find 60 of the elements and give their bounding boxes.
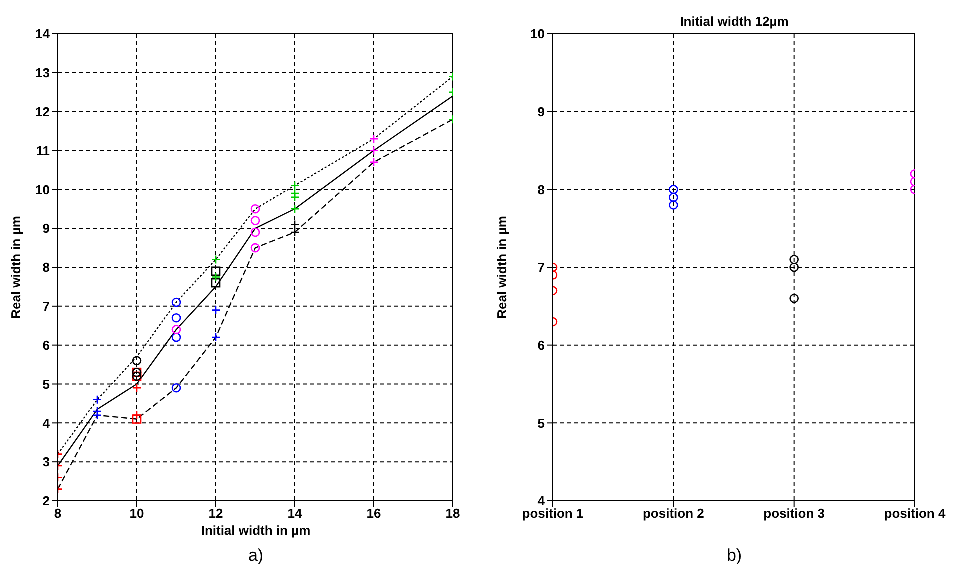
point (369, 146, 379, 156)
y-axis-title: Real width in µm (494, 216, 510, 319)
x-axis-title: Initial width in µm (200, 523, 312, 538)
y-tick-label: 13 (36, 66, 50, 81)
y-tick-label: 11 (36, 143, 50, 158)
y-tick-label: 4 (538, 494, 546, 509)
x-tick-label: 8 (54, 506, 62, 522)
x-tick-label: 18 (446, 506, 460, 522)
y-tick-label: 14 (36, 26, 51, 42)
point (172, 383, 182, 393)
point (132, 356, 142, 366)
point (250, 228, 260, 238)
point (172, 313, 182, 323)
point (211, 278, 221, 288)
y-tick-label: 10 (36, 182, 50, 198)
point (172, 325, 182, 334)
point (369, 158, 379, 168)
y-tick-label: 5 (538, 416, 545, 431)
point (250, 204, 260, 214)
y-tick-label: 5 (42, 376, 50, 392)
point (92, 395, 102, 404)
point (172, 298, 182, 308)
point (132, 414, 142, 424)
point (290, 192, 300, 202)
y-tick-label: 9 (42, 221, 50, 236)
y-tick-label: 7 (42, 299, 50, 314)
y-tick-label: 6 (42, 338, 50, 353)
y-tick-label: 8 (42, 260, 50, 276)
point (290, 204, 300, 214)
y-tick-label: 7 (538, 260, 545, 276)
y-tick-label: 8 (538, 182, 545, 198)
point (290, 181, 300, 190)
point (250, 243, 260, 253)
y-tick-label: 12 (36, 104, 50, 120)
x-tick-label: 16 (366, 506, 382, 522)
y-tick-label: 4 (42, 416, 51, 431)
y-axis-title: Real width in µm (8, 216, 24, 319)
x-tick-label: 10 (130, 506, 144, 522)
point (211, 255, 221, 264)
point (369, 134, 379, 144)
point (250, 216, 260, 226)
y-tick-label: 6 (538, 338, 545, 353)
point (211, 266, 221, 276)
y-tick-label: 9 (538, 104, 545, 120)
x-tick-label: 12 (208, 506, 224, 522)
x-tick-label: position 4 (884, 506, 946, 522)
x-tick-label: 14 (288, 506, 303, 522)
point (172, 332, 182, 342)
text: a) (247, 546, 265, 565)
y-tick-label: 10 (530, 26, 545, 42)
y-tick-label: 3 (42, 454, 50, 470)
y-tick-label: 2 (42, 494, 50, 509)
chart-title: Initial width 12µm (679, 14, 790, 29)
point (211, 306, 221, 315)
x-tick-label: position 3 (764, 506, 826, 522)
text: b) (726, 546, 744, 565)
point (211, 272, 221, 282)
x-tick-label: position 2 (642, 506, 704, 522)
x-tick-label: position 1 (522, 506, 584, 522)
point (211, 332, 221, 342)
